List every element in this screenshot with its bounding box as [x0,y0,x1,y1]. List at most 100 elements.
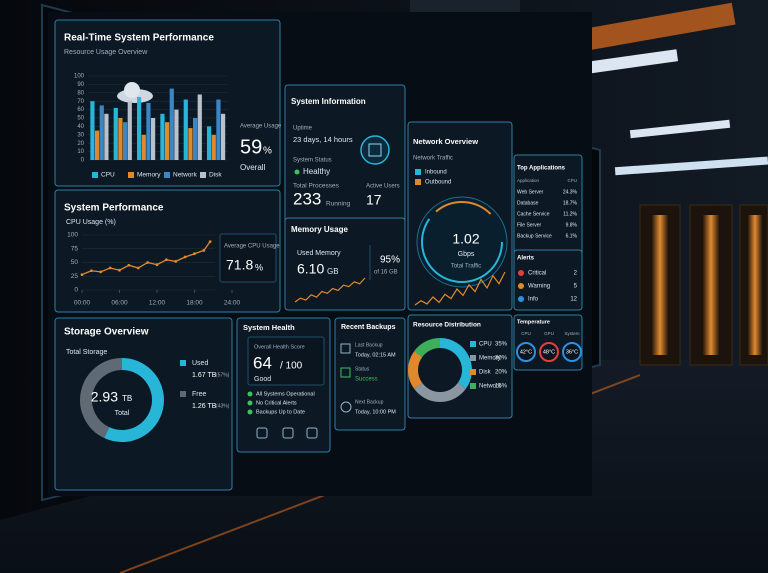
cpu-point [99,270,103,274]
legend-swatch [164,172,170,178]
y-tick-label: 0 [81,158,85,164]
table-cell: Backup Service [517,233,552,239]
bar [183,99,188,160]
gauge-label: 36°C [566,349,578,355]
stat-label: Overall Health Score [254,344,305,350]
bar [160,113,165,160]
y-tick-label: 70 [77,99,84,105]
gauge [516,342,536,362]
stat-unit: / 100 [280,361,303,372]
check-icon [247,400,253,406]
legend-label: Disk [479,370,492,376]
network-trend [414,271,506,306]
legend-label: Inbound [425,170,447,176]
cpu-point [164,258,168,262]
legend-label: Network [173,172,198,179]
legend-label: Outbound [425,180,451,186]
stat-value: 23 days, 14 hours [293,135,353,144]
donut-segment [408,351,423,389]
gauge [539,342,559,362]
legend-label: CPU [479,342,492,348]
panel [334,317,406,431]
panel-title: System Information [291,97,366,106]
stat-box [219,233,277,283]
legend-label: Memory [137,172,161,179]
stat-value: 71.8 [226,257,253,273]
cpu-point [108,266,112,270]
alert-icon [518,296,524,302]
table-cell: Web Server [517,189,544,195]
legend-label: CPU [101,172,115,179]
cloud-icon [124,82,140,98]
legend-value: 15% [495,384,508,390]
table-cell: 24.3% [563,189,578,195]
legend-swatch [470,355,476,361]
panel-title: System Health [243,323,295,332]
rack-light [748,215,762,355]
y-tick-label: 40 [77,124,84,130]
y-tick-label: 75 [71,245,79,252]
stat-unit: % [263,146,272,157]
legend-share: (57%) [216,372,230,378]
cpu-point [127,263,131,267]
stat-value: 59 [240,136,262,158]
health-icon [256,427,268,439]
stat-value: Today, 02:15 AM [355,352,396,358]
stat-value: 6.10 [297,261,324,277]
y-tick-label: 60 [77,107,84,113]
y-tick-label: 25 [71,273,79,280]
panel-title: Network Overview [413,137,478,146]
check-icon [247,391,253,397]
cpu-point [202,249,206,252]
stat-note: Total Traffic [451,264,482,270]
alert-count: 5 [574,284,578,290]
check-icon [247,409,253,415]
content: Real-Time System Performance Resource Usa… [64,33,582,442]
bar [169,88,174,160]
legend-label: Network [479,384,502,390]
stat-value: Success [355,377,378,383]
gauge-label: 42°C [520,349,532,355]
status-icon [340,367,351,378]
y-tick-label: 30 [77,132,84,138]
gauge-name: CPU [521,331,531,336]
legend-swatch [92,172,98,178]
legend-amount: 1.26 TB [192,403,217,410]
x-tick-label: 24:00 [224,300,241,307]
stat-label: Used Memory [297,250,341,257]
stat-unit: % [255,262,263,272]
check-label: All Systems Operational [256,391,315,397]
health-icon [282,427,294,439]
x-tick-label: 06:00 [111,300,128,307]
gauge-name: GPU [544,331,554,336]
legend-swatch [415,179,421,185]
legend-swatch [470,341,476,347]
check-label: Backups Up to Date [256,409,305,415]
gauge-label: 48°C [543,349,555,355]
stat-label: Status [355,366,370,372]
stat-note: Running [326,201,351,208]
stat-value: Healthy [303,167,330,176]
stat-label: Total Storage [66,349,107,356]
globe [416,196,508,288]
y-tick-label: 50 [77,116,84,122]
stat-unit: TB [122,394,132,403]
legend-label: Memory [479,356,501,362]
bar [207,126,212,160]
panel-title: Memory Usage [291,225,348,234]
bar [95,130,100,160]
alert-icon [518,283,524,289]
alert-name: Info [528,297,539,303]
stat-value: 64 [253,353,272,372]
y-tick-label: 100 [74,74,85,80]
cpu-point [155,263,159,267]
bar [90,101,95,160]
stat-value: 1.02 [452,231,479,247]
status-dot [294,169,300,175]
stat-note: of 16 GB [374,270,398,276]
cpu-point [146,261,150,264]
table-cell: File Server [517,222,542,228]
stat-label: Next Backup [355,399,384,405]
ceiling-light [629,119,731,139]
memory-trend [294,277,366,303]
